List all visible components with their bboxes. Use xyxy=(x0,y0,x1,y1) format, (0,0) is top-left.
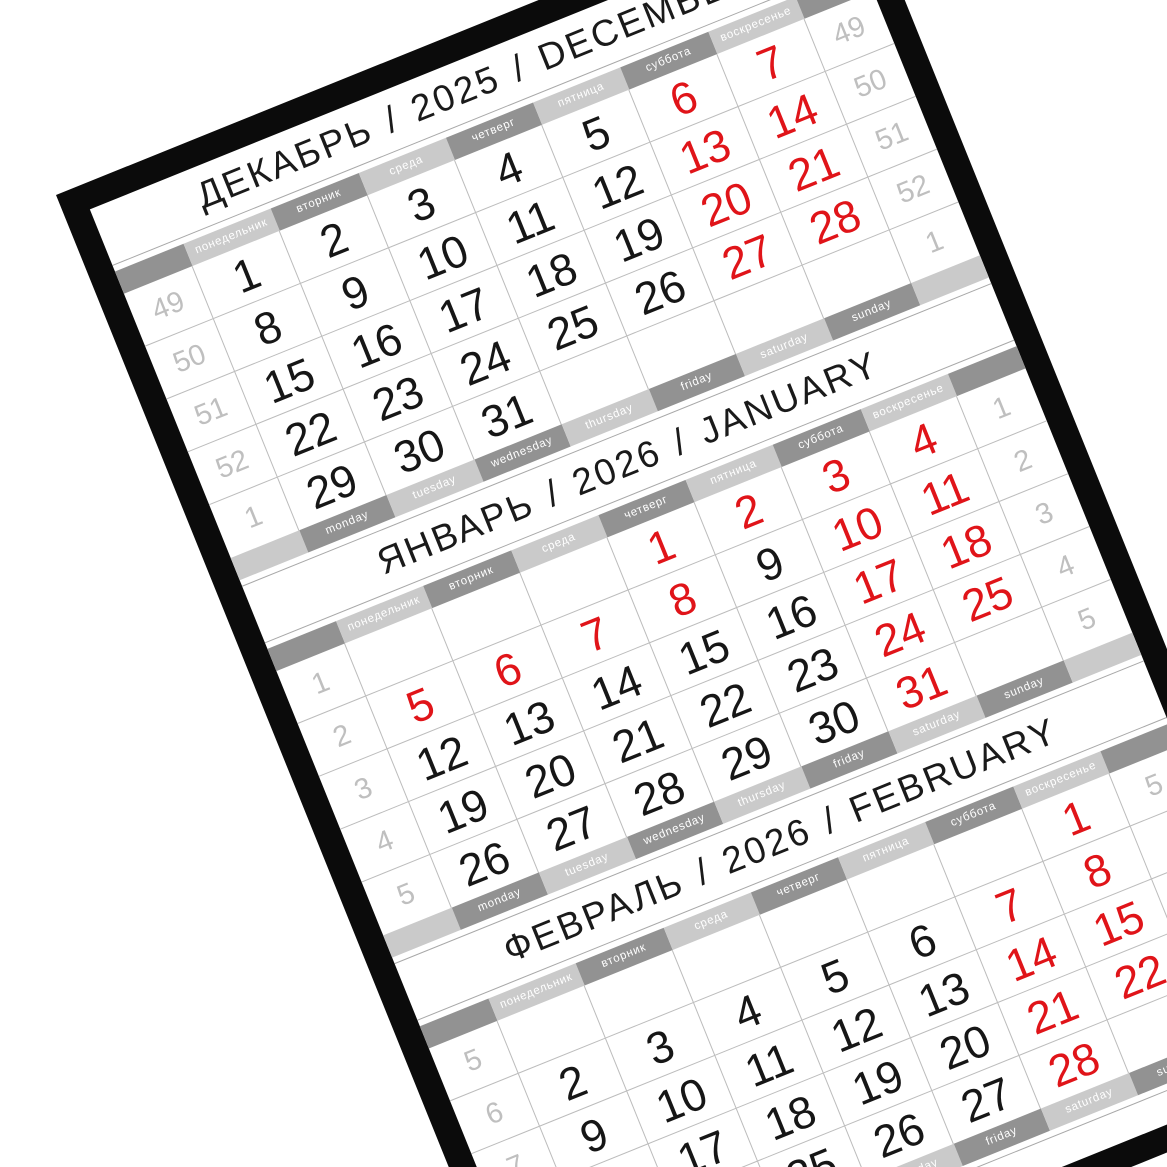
title-separator: / xyxy=(539,471,567,515)
title-separator: / xyxy=(689,849,717,893)
title-separator: / xyxy=(505,46,533,90)
title-separator: / xyxy=(666,420,694,463)
calendar-months-container: ДЕКАБРЬ / 2025 / DECEMBER понедельник вто… xyxy=(90,0,1167,1167)
calendar-poster: ДЕКАБРЬ / 2025 / DECEMBER понедельник вто… xyxy=(56,0,1167,1167)
title-separator: / xyxy=(378,97,406,141)
title-separator: / xyxy=(816,798,844,842)
